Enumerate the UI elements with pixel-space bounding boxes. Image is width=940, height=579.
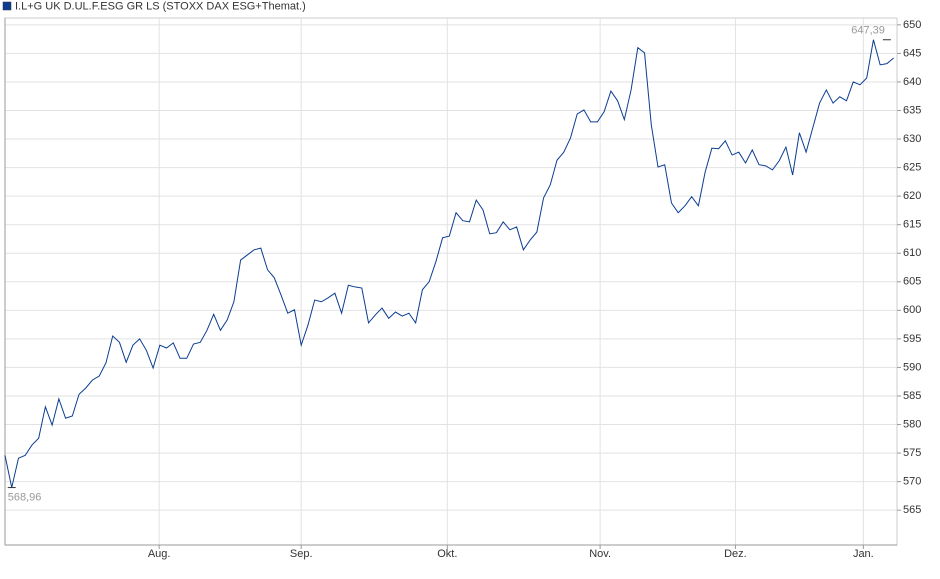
annotation: 568,96 [8,491,42,503]
legend-swatch [2,1,12,11]
y-tick-label: 630 [903,133,921,145]
x-tick-label: Okt. [437,548,457,560]
y-tick-label: 585 [903,390,921,402]
x-tick-label: Dez. [724,548,747,560]
y-tick-label: 570 [903,476,921,488]
y-tick-label: 600 [903,304,921,316]
line-series [4,39,894,488]
x-tick-label: Sep. [290,548,313,560]
y-tick-label: 590 [903,361,921,373]
y-tick-label: 610 [903,247,921,259]
y-tick-label: 615 [903,219,921,231]
y-tick-label: 635 [903,104,921,116]
y-tick-label: 650 [903,19,921,31]
y-tick-label: 580 [903,418,921,430]
x-tick-label: Aug. [148,548,171,560]
y-tick-label: 605 [903,276,921,288]
y-tick-label: 645 [903,47,921,59]
annotation: 647,39 [851,25,885,37]
y-tick-label: 575 [903,447,921,459]
y-tick-label: 620 [903,190,921,202]
y-tick-label: 640 [903,76,921,88]
y-tick-label: 565 [903,504,921,516]
legend-label: I.L+G UK D.UL.F.ESG GR LS (STOXX DAX ESG… [15,0,306,12]
y-tick-label: 625 [903,161,921,173]
x-tick-label: Nov. [589,548,611,560]
y-tick-label: 595 [903,333,921,345]
x-tick-label: Jan. [853,548,874,560]
